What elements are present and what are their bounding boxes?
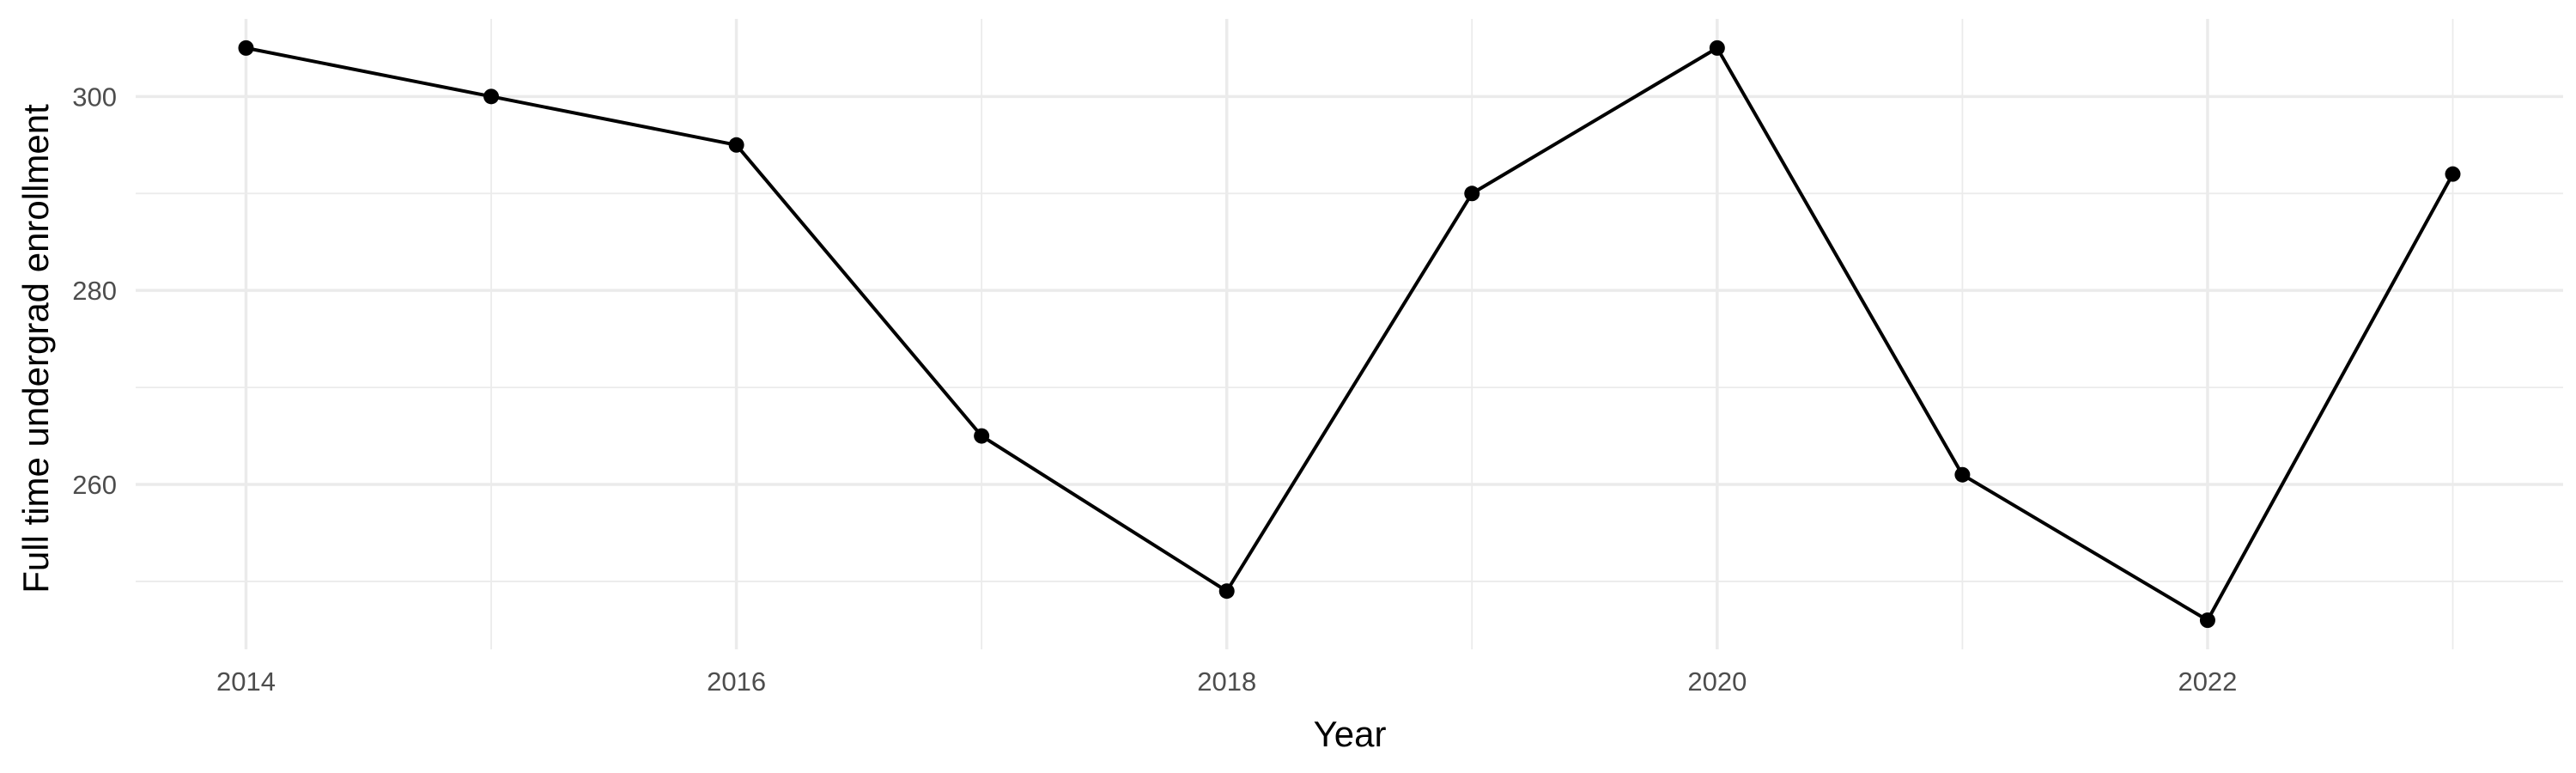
data-point bbox=[974, 428, 990, 444]
series-line bbox=[244, 46, 2455, 623]
data-point bbox=[483, 88, 500, 105]
data-point bbox=[1954, 466, 1971, 483]
y-axis-title: Full time undergrad enrollment bbox=[15, 104, 56, 593]
y-tick-label: 260 bbox=[72, 470, 117, 500]
x-axis-tick-labels: 2014 2016 2018 2020 2022 bbox=[216, 666, 2237, 697]
y-tick-label: 300 bbox=[72, 82, 117, 112]
data-point bbox=[2199, 612, 2215, 629]
major-gridlines bbox=[136, 19, 2563, 649]
x-tick-label: 2022 bbox=[2178, 666, 2237, 697]
minor-gridlines bbox=[136, 19, 2563, 649]
x-tick-label: 2020 bbox=[1687, 666, 1747, 697]
data-point bbox=[1709, 40, 1725, 56]
series-layer bbox=[244, 46, 2455, 623]
data-point bbox=[2445, 166, 2461, 182]
data-point bbox=[728, 137, 744, 153]
x-tick-label: 2016 bbox=[707, 666, 766, 697]
x-tick-label: 2014 bbox=[216, 666, 276, 697]
y-axis-tick-labels: 260 280 300 bbox=[72, 82, 117, 500]
data-point bbox=[1218, 583, 1235, 600]
x-axis-title: Year bbox=[1314, 714, 1387, 754]
y-tick-label: 280 bbox=[72, 276, 117, 306]
data-point bbox=[238, 40, 254, 56]
data-point bbox=[1464, 186, 1480, 202]
x-tick-label: 2018 bbox=[1197, 666, 1256, 697]
data-points bbox=[238, 40, 2461, 629]
